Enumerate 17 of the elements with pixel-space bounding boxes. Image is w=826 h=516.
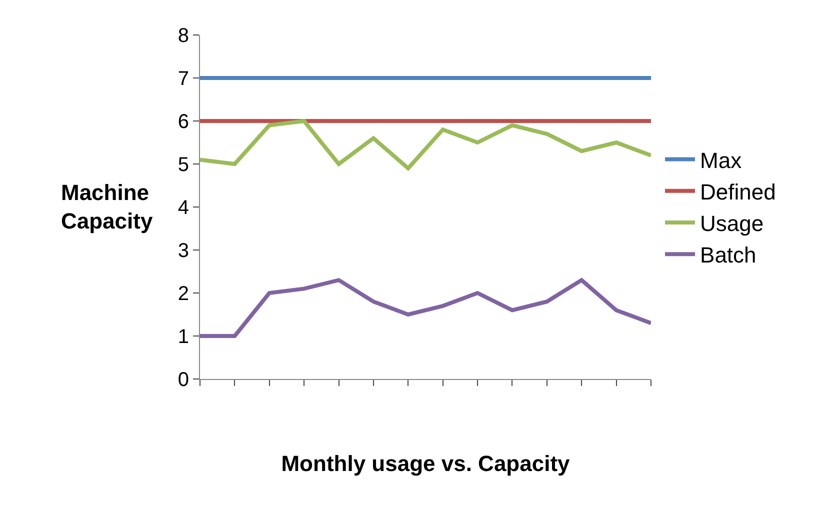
x-axis-title: Monthly usage vs. Capacity bbox=[281, 450, 571, 476]
y-tick-label: 2 bbox=[178, 283, 189, 305]
y-tick-label: 0 bbox=[178, 369, 189, 391]
legend-label: Defined bbox=[700, 179, 776, 204]
y-tick-label: 3 bbox=[178, 240, 189, 262]
y-tick-label: 7 bbox=[178, 68, 189, 90]
y-axis-title: Machine Capacity bbox=[61, 180, 154, 234]
legend-label: Max bbox=[700, 148, 742, 173]
y-tick-label: 8 bbox=[178, 25, 189, 47]
y-tick-label: 4 bbox=[178, 197, 189, 219]
y-tick-label: 1 bbox=[178, 326, 189, 348]
y-tick-label: 5 bbox=[178, 154, 189, 176]
y-tick-label: 6 bbox=[178, 111, 189, 133]
line-series bbox=[200, 119, 651, 170]
legend-label: Batch bbox=[700, 242, 756, 268]
legend-label: Usage bbox=[700, 211, 764, 236]
line-series bbox=[200, 278, 651, 338]
